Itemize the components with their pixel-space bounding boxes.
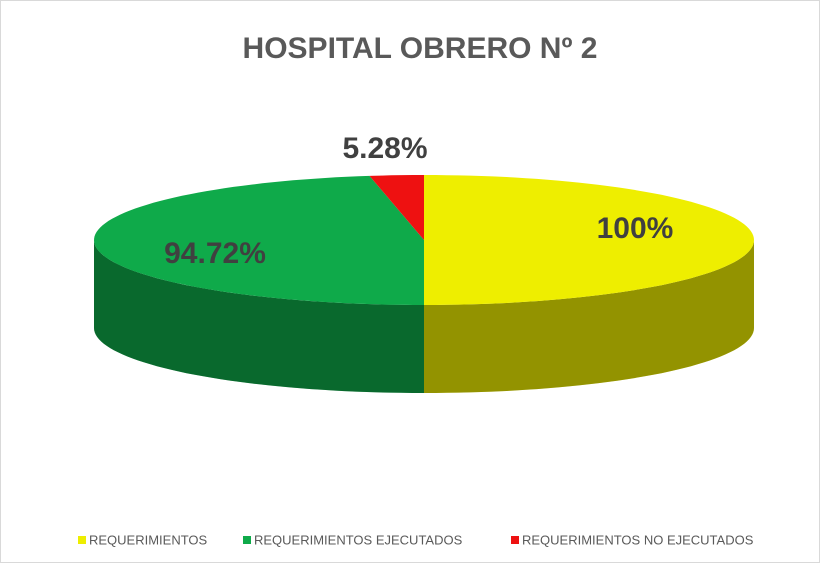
legend-swatch [78, 536, 86, 544]
slice-side-shade [94, 240, 424, 393]
slice-side-shade [424, 240, 754, 393]
slice-side [424, 240, 754, 393]
data-label: 100% [597, 212, 674, 245]
data-label: 94.72% [164, 237, 266, 270]
legend-label: REQUERIMIENTOS EJECUTADOS [254, 532, 463, 547]
slice [369, 175, 424, 240]
slice [424, 175, 754, 305]
chart-title: HOSPITAL OBRERO Nº 2 [243, 32, 598, 65]
legend-swatch [243, 536, 251, 544]
legend-label: REQUERIMIENTOS NO EJECUTADOS [522, 532, 754, 547]
legend-swatch [511, 536, 519, 544]
data-label: 5.28% [342, 132, 427, 165]
slice-side [94, 240, 424, 393]
slice [94, 175, 424, 305]
legend-label: REQUERIMIENTOS [89, 532, 208, 547]
